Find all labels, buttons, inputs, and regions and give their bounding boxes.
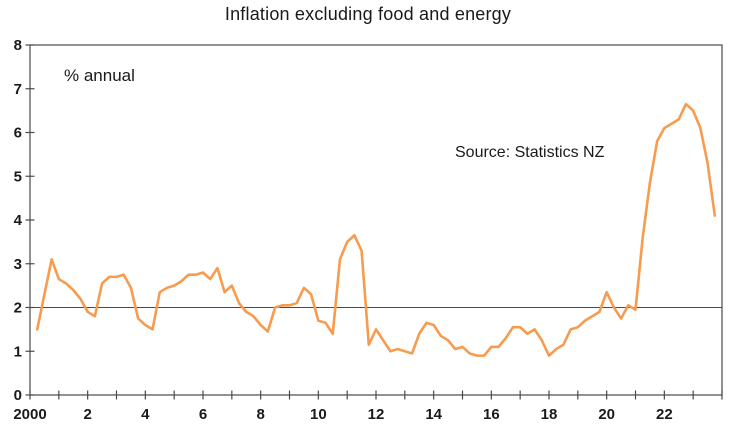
y-tick-label: 3 (14, 256, 22, 273)
x-tick-label: 8 (256, 406, 264, 423)
x-tick-label: 18 (541, 406, 558, 423)
y-tick-label: 7 (14, 81, 22, 98)
x-tick-label: 20 (598, 406, 615, 423)
y-tick-label: 2 (14, 300, 22, 317)
x-tick-label: 16 (483, 406, 500, 423)
x-tick-label: 14 (425, 406, 442, 423)
y-tick-label: 5 (14, 168, 22, 185)
y-tick-label: 1 (14, 343, 22, 360)
x-tick-label: 22 (656, 406, 673, 423)
x-tick-label: 2000 (13, 406, 46, 423)
chart-title: Inflation excluding food and energy (224, 4, 512, 24)
source-note: Source: Statistics NZ (455, 144, 605, 161)
y-tick-label: 8 (14, 37, 22, 54)
y-tick-label: 0 (14, 387, 22, 404)
y-tick-label: 6 (14, 125, 22, 142)
x-tick-label: 12 (368, 406, 385, 423)
x-tick-label: 6 (199, 406, 207, 423)
x-tick-label: 4 (141, 406, 150, 423)
x-tick-label: 10 (310, 406, 327, 423)
x-tick-label: 2 (83, 406, 91, 423)
plot-frame (29, 44, 723, 396)
y-tick-label: 4 (14, 212, 23, 229)
inflation-line (35, 102, 717, 357)
y-axis-unit-label: % annual (64, 66, 135, 85)
